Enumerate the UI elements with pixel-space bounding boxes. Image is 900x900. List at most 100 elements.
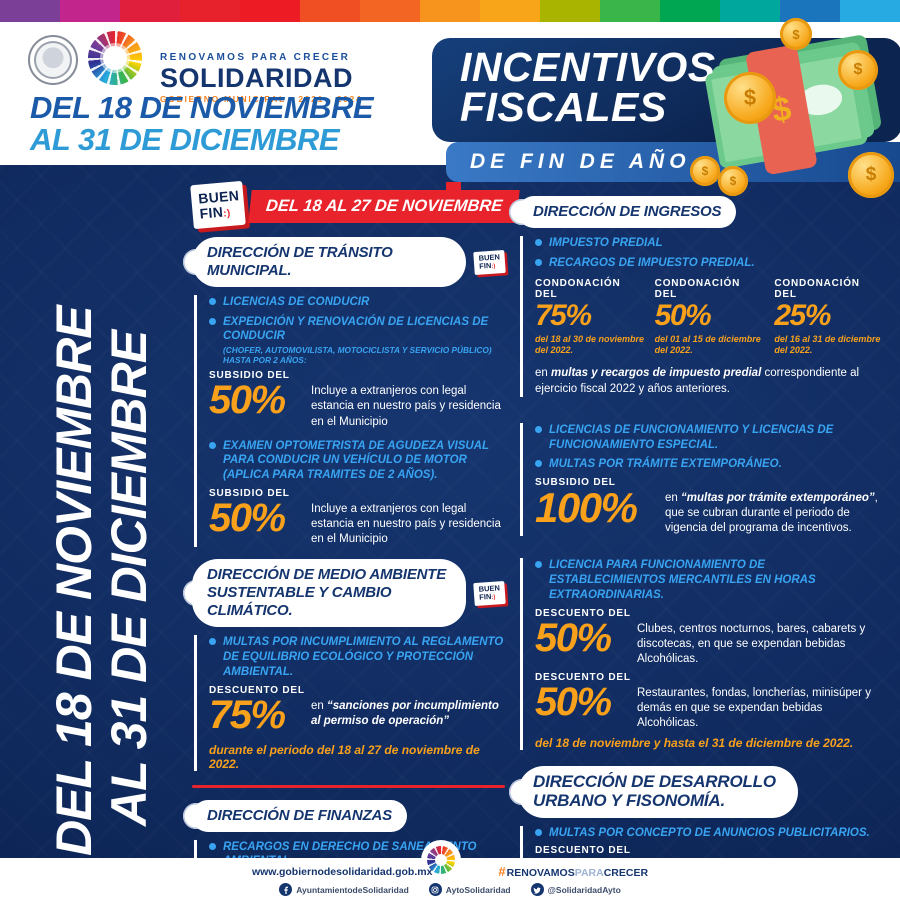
condonacion-col-75: CONDONACIÓN DEL 75% del 18 al 30 de novi…	[535, 278, 645, 356]
money-illustration: $ $ $ $ $ $ $	[688, 18, 900, 200]
facebook-icon	[279, 883, 293, 896]
bullet-dot-icon	[535, 425, 542, 433]
percent-value: 50%	[654, 299, 712, 333]
bullet-dot-icon	[535, 258, 542, 266]
bullet-item: RECARGOS DE IMPUESTO PREDIAL.	[535, 256, 884, 271]
instagram-icon	[428, 883, 442, 896]
section-title: DIRECCIÓN DE FINANZAS	[207, 806, 392, 824]
title-line2: FISCALES	[460, 84, 667, 131]
bullet-item: MULTAS POR TRÁMITE EXTEMPORÁNEO.	[535, 457, 884, 472]
social-instagram[interactable]: AytoSolidaridad	[428, 883, 511, 896]
percent-value: 50%	[535, 680, 612, 725]
buen-fin-banner: DEL 18 AL 27 DE NOVIEMBRE	[248, 190, 520, 223]
section-title: DIRECCIÓN DE TRÁNSITO MUNICIPAL.	[207, 244, 393, 279]
social-facebook[interactable]: AyuntamientodeSolidaridad	[279, 883, 409, 896]
period-text: del 01 al 15 de diciembre del 2022.	[654, 333, 761, 356]
bullet-dot-icon	[209, 441, 216, 449]
bullet-dot-icon	[535, 460, 542, 468]
coin-icon: $	[838, 50, 878, 90]
buen-fin-badge-icon: BUEN FIN:)	[472, 580, 506, 606]
social-twitter[interactable]: @SolidaridadAyto	[530, 883, 621, 896]
percent-block: DESCUENTO DEL 50% Clubes, centros noctur…	[535, 608, 884, 668]
period-text: del 18 de noviembre y hasta el 31 de dic…	[535, 735, 854, 750]
block-desc: Incluye a extranjeros con legal estancia…	[311, 385, 501, 428]
bullet-item: MULTAS POR INCUMPLIMIENTO AL REGLAMENTO …	[209, 635, 505, 679]
percent-block: DESCUENTO DEL 50% Restaurantes, fondas, …	[535, 672, 884, 732]
coin-icon: $	[690, 156, 720, 186]
header-date-line1: DEL 18 DE NOVIEMBRE	[30, 90, 374, 125]
header-date-line2: AL 31 DE DICIEMBRE	[30, 122, 340, 158]
section-title: DIRECCIÓN DE DESARROLLO URBANO Y FISONOM…	[533, 771, 776, 810]
percent-value: 25%	[774, 299, 831, 333]
period-text: del 16 al 31 de diciembre del 2022.	[774, 333, 881, 356]
note-text: en multas y recargos de impuesto predial…	[535, 367, 860, 395]
percent-value: 100%	[535, 483, 638, 531]
municipal-seal-logo	[28, 35, 78, 85]
buen-fin-logo: BUEN FIN:)	[190, 180, 246, 230]
bullet-item: EXAMEN OPTOMETRISTA DE AGUDEZA VISUAL PA…	[209, 439, 505, 483]
bullet-item: LICENCIA PARA FUNCIONAMIENTO DE ESTABLEC…	[535, 558, 884, 602]
percent-block: SUBSIDIO DEL 50% Incluye a extranjeros c…	[209, 488, 505, 548]
block-desc: en “sanciones por incumplimiento al perm…	[311, 699, 499, 727]
footer: www.gobiernodesolidaridad.gob.mx #RENOVA…	[0, 843, 900, 900]
coin-icon: $	[718, 166, 748, 196]
section-body-licencias: LICENCIAS DE FUNCIONAMIENTO Y LICENCIAS …	[520, 422, 884, 537]
section-body-ingresos: IMPUESTO PREDIAL RECARGOS DE IMPUESTO PR…	[520, 236, 884, 397]
bullet-dot-icon	[535, 561, 542, 569]
coin-icon: $	[724, 72, 776, 124]
footer-url[interactable]: www.gobiernodesolidaridad.gob.mx	[251, 865, 433, 878]
coin-icon: $	[780, 18, 812, 50]
condonacion-columns: CONDONACIÓN DEL 75% del 18 al 30 de novi…	[535, 278, 884, 360]
percent-block: DESCUENTO DEL 75% en “sanciones por incu…	[209, 685, 505, 737]
side-banner-line1: DEL 18 DE NOVIEMBRE	[46, 306, 102, 856]
bullet-dot-icon	[209, 842, 216, 850]
block-desc: Restaurantes, fondas, loncherías, minisú…	[637, 687, 871, 730]
footer-solidaridad-logo	[424, 843, 458, 877]
brand-tagline: RENOVAMOS PARA CRECER	[160, 52, 351, 63]
bullet-dot-icon	[209, 317, 216, 325]
percent-value: 50%	[209, 378, 286, 423]
brand-subtitle: GOBIERNO MUNICIPAL - 2021 - 2024	[160, 94, 363, 104]
hash-icon: #	[498, 864, 506, 879]
buen-fin-smile: :)	[222, 207, 231, 220]
section-body-medio-ambiente: MULTAS POR INCUMPLIMIENTO AL REGLAMENTO …	[194, 635, 505, 771]
side-vertical-banner: DEL 18 DE NOVIEMBRE AL 31 DE DICIEMBRE	[26, 184, 178, 856]
footer-row-1: www.gobiernodesolidaridad.gob.mx #RENOVA…	[0, 864, 900, 879]
section-header-medio-ambiente: DIRECCIÓN DE MEDIO AMBIENTE SUSTENTABLE …	[183, 559, 506, 628]
percent-value: 50%	[535, 615, 612, 660]
period-text: durante el periodo del 18 al 27 de novie…	[209, 742, 480, 771]
top-ribbon	[0, 0, 900, 22]
section-title: DIRECCIÓN DE INGRESOS	[533, 203, 722, 220]
bullet-item: LICENCIAS DE FUNCIONAMIENTO Y LICENCIAS …	[535, 423, 884, 452]
header-dates: DEL 18 DE NOVIEMBRE AL 31 DE DICIEMBRE	[30, 90, 374, 158]
section-header-desarrollo-urbano: DIRECCIÓN DE DESARROLLO URBANO Y FISONOM…	[509, 765, 884, 818]
block-desc: Clubes, centros nocturnos, bares, cabare…	[637, 622, 866, 665]
bullet-dot-icon	[209, 298, 216, 305]
solidaridad-logo	[88, 31, 142, 85]
condonacion-col-25: CONDONACIÓN DEL 25% del 16 al 31 de dici…	[774, 278, 884, 360]
brand-text: RENOVAMOS PARA CRECER SOLIDARIDAD GOBIER…	[160, 53, 362, 104]
left-column: BUEN FIN:) DEL 18 AL 27 DE NOVIEMBRE DIR…	[183, 180, 520, 900]
section-header-finanzas: DIRECCIÓN DE FINANZAS	[183, 799, 505, 832]
brand-name: SOLIDARIDAD	[160, 63, 353, 93]
percent-value: 75%	[209, 692, 286, 737]
block-desc: Incluye a extranjeros con legal estancia…	[311, 502, 501, 546]
percent-block: SUBSIDIO DEL 100% en “multas por trámite…	[535, 477, 884, 537]
side-banner-line2: AL 31 DE DICIEMBRE	[101, 330, 157, 826]
section-title: DIRECCIÓN DE MEDIO AMBIENTE SUSTENTABLE …	[207, 566, 447, 620]
footer-hashtag: #RENOVAMOSPARACRECER	[498, 864, 649, 879]
percent-value: 75%	[535, 299, 592, 333]
buen-fin-badge-icon: BUEN FIN:)	[472, 249, 506, 275]
buen-fin-word2: FIN:)	[198, 203, 231, 222]
footer-social-row: AyuntamientodeSolidaridad AytoSolidarida…	[0, 883, 900, 896]
title-line1: INCENTIVOS	[460, 44, 716, 90]
percent-block: SUBSIDIO DEL 50% Incluye a extranjeros c…	[209, 370, 505, 430]
bullet-item: LICENCIAS DE CONDUCIR	[209, 295, 505, 310]
section-header-ingresos: DIRECCIÓN DE INGRESOS	[509, 196, 884, 228]
bullet-dot-icon	[209, 638, 216, 646]
bullet-dot-icon	[535, 239, 542, 246]
section-body-transito: LICENCIAS DE CONDUCIR EXPEDICIÓN Y RENOV…	[194, 295, 505, 548]
percent-value: 50%	[209, 495, 286, 540]
bullet-dot-icon	[535, 828, 542, 836]
